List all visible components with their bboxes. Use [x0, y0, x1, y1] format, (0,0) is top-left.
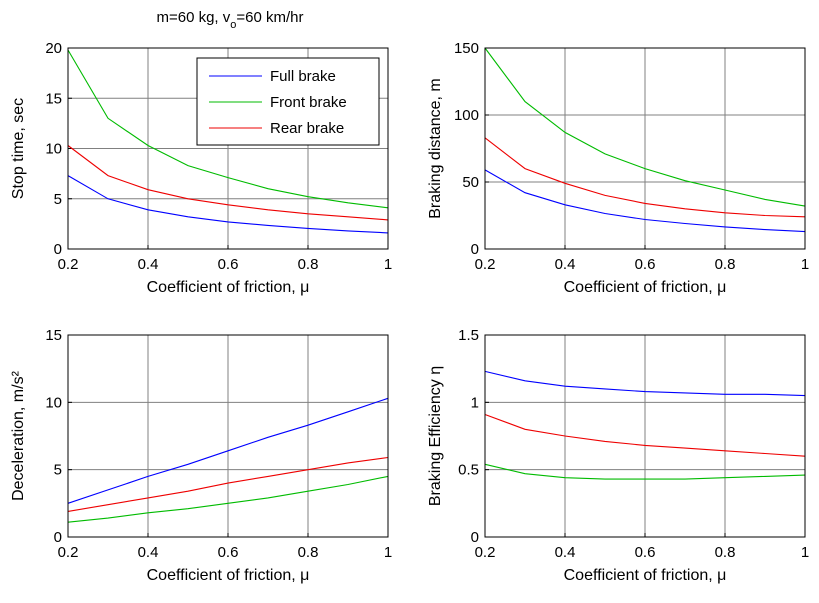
x-tick-label: 0.2: [58, 544, 79, 561]
x-tick-label: 0.2: [475, 256, 496, 273]
y-tick-label: 10: [45, 141, 62, 158]
y-tick-label: 100: [454, 107, 479, 124]
y-tick-label: 0: [471, 529, 479, 546]
legend-label-rear: Rear brake: [270, 120, 344, 137]
x-tick-label: 0.4: [555, 256, 576, 273]
axes-frame: [484, 334, 806, 538]
x-tick-label: 0.6: [218, 544, 239, 561]
x-axis-label: Coefficient of friction, μ: [564, 279, 727, 296]
y-axis-label: Deceleration, m/s²: [10, 370, 27, 500]
y-tick-label: 15: [45, 327, 62, 344]
y-tick-label: 0: [471, 241, 479, 258]
legend-label-full: Full brake: [270, 68, 336, 85]
series-line-full: [67, 175, 389, 234]
x-tick-label: 0.6: [635, 256, 656, 273]
x-tick-label: 0.6: [218, 256, 239, 273]
series-line-front: [67, 475, 389, 523]
series-line-full: [484, 169, 806, 233]
axes-frame: [67, 334, 389, 538]
x-axis-label: Coefficient of friction, μ: [147, 567, 310, 584]
series-line-rear: [67, 456, 389, 512]
x-tick-label: 0.2: [475, 544, 496, 561]
legend-label-front: Front brake: [270, 94, 347, 111]
x-axis-label: Coefficient of friction, μ: [564, 567, 727, 584]
y-tick-label: 1.5: [458, 327, 479, 344]
x-axis-label: Coefficient of friction, μ: [147, 279, 310, 296]
axes-frame: [484, 47, 806, 250]
x-tick-label: 0.8: [298, 544, 319, 561]
series-line-full: [484, 370, 806, 397]
y-tick-label: 0: [54, 241, 62, 258]
figure-title: m=60 kg, vo=60 km/hr: [156, 9, 303, 31]
x-tick-label: 0.8: [715, 256, 736, 273]
y-tick-label: 50: [462, 174, 479, 191]
y-tick-label: 150: [454, 40, 479, 57]
y-tick-label: 20: [45, 40, 62, 57]
x-tick-label: 0.2: [58, 256, 79, 273]
x-tick-label: 0.4: [138, 256, 159, 273]
x-tick-label: 0.8: [715, 544, 736, 561]
y-tick-label: 10: [45, 394, 62, 411]
y-tick-label: 5: [54, 462, 62, 479]
series-line-rear: [484, 413, 806, 457]
x-tick-label: 1: [384, 256, 392, 273]
x-tick-label: 0.4: [138, 544, 159, 561]
y-tick-label: 0: [54, 529, 62, 546]
x-tick-label: 1: [801, 256, 809, 273]
series-line-front: [67, 49, 389, 209]
y-axis-label: Braking distance, m: [427, 78, 444, 219]
series-line-rear: [484, 137, 806, 218]
subplot-braking-efficiency: 0.2 0.4 0.6 0.8 1 0 0.5 1 1.5 Coefficient of fric…: [427, 327, 809, 584]
y-axis-label: Stop time, sec: [10, 98, 27, 199]
series-line-rear: [67, 145, 389, 221]
legend: Full brake Front brake Rear brake: [196, 57, 380, 146]
y-tick-label: 1: [471, 394, 479, 411]
y-tick-label: 15: [45, 90, 62, 107]
axes-frame: [67, 47, 389, 250]
y-axis-label: Braking Efficiency η: [427, 366, 444, 506]
x-tick-label: 1: [801, 544, 809, 561]
subplot-braking-distance: 0.2 0.4 0.6 0.8 1 0 50 100 150 Coefficient of fri…: [427, 40, 809, 296]
x-tick-label: 0.4: [555, 544, 576, 561]
x-tick-label: 0.8: [298, 256, 319, 273]
y-tick-label: 0.5: [458, 462, 479, 479]
series-line-full: [67, 397, 389, 504]
y-tick-label: 5: [54, 191, 62, 208]
series-line-front: [484, 463, 806, 480]
x-tick-label: 0.6: [635, 544, 656, 561]
x-tick-label: 1: [384, 544, 392, 561]
series-line-front: [484, 47, 806, 207]
